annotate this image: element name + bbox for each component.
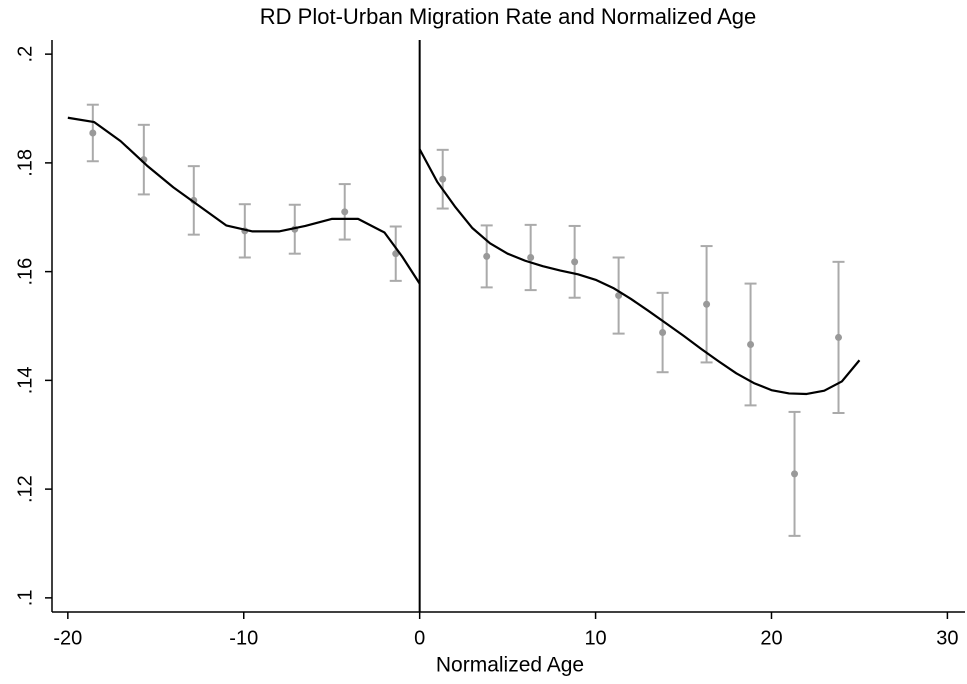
- x-axis-label: Normalized Age: [436, 654, 584, 677]
- fit-line: [67, 116, 421, 285]
- point: [747, 340, 755, 348]
- y-tick-label: .12: [14, 475, 36, 503]
- x-tick-label: 20: [760, 627, 782, 649]
- point: [571, 258, 579, 266]
- x-tick-label: -10: [229, 627, 258, 649]
- point: [659, 329, 667, 337]
- x-tick-label: -20: [53, 627, 82, 649]
- x-tick-label: 0: [414, 627, 425, 649]
- y-tick-label: .1: [14, 590, 36, 607]
- point: [439, 175, 447, 183]
- chart-title: RD Plot-Urban Migration Rate and Normali…: [260, 4, 756, 29]
- y-tick-label: .16: [14, 258, 36, 286]
- point: [527, 253, 535, 261]
- x-tick-label: 10: [584, 627, 606, 649]
- x-tick-label: 30: [936, 627, 958, 649]
- y-tick-label: .14: [14, 366, 36, 394]
- point: [615, 292, 623, 300]
- point: [791, 470, 799, 478]
- point: [341, 208, 349, 216]
- point: [483, 252, 491, 260]
- point: [89, 129, 97, 137]
- fit-line: [418, 148, 861, 396]
- y-tick-label: .18: [14, 149, 36, 177]
- point: [835, 333, 843, 341]
- y-tick-label: .2: [14, 46, 36, 63]
- point: [703, 300, 711, 308]
